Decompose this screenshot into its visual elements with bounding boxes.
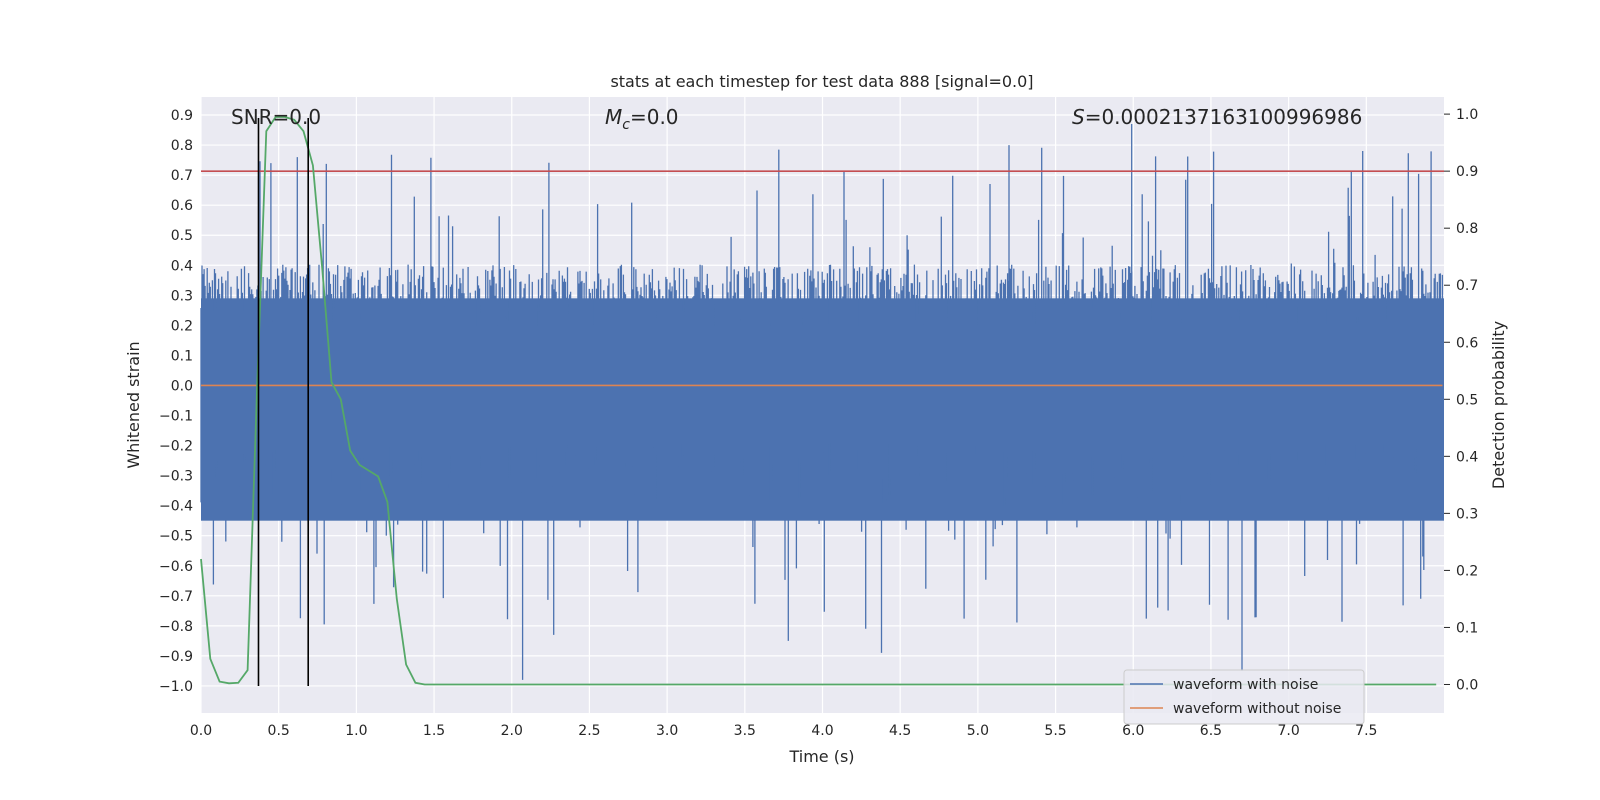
- y-tick-label-left: −0.4: [159, 499, 193, 515]
- s-value: =0.0002137163100996986: [1085, 105, 1363, 129]
- y-tick-label-left: −0.6: [159, 559, 193, 575]
- x-tick-label: 1.5: [423, 723, 445, 739]
- y-tick-label-left: 0.1: [171, 348, 193, 364]
- y-tick-label-right: 0.1: [1456, 620, 1478, 636]
- mc-symbol: M: [605, 105, 622, 129]
- y-tick-label-left: −0.1: [159, 409, 193, 425]
- ticks: 0.0 0.5 1.0 1.5 2.0 2.5 3.0 3.5 4.0 4.5 5.0 5.5 6.0 6…: [159, 107, 1478, 739]
- y-tick-label-left: 0.3: [171, 288, 193, 304]
- x-tick-label: 5.5: [1044, 723, 1066, 739]
- x-tick-label: 2.0: [501, 723, 523, 739]
- y-tick-label-left: −0.8: [159, 619, 193, 635]
- y-tick-label-left: 0.4: [171, 258, 193, 274]
- noise-trace: [200, 124, 1444, 680]
- mc-subscript: c: [622, 117, 630, 133]
- y-axis-label-right: Detection probability: [1489, 321, 1508, 489]
- x-axis-label: Time (s): [788, 747, 854, 766]
- x-tick-label: 5.0: [967, 723, 989, 739]
- vertical-markers: [257, 118, 310, 686]
- x-tick-label: 2.5: [578, 723, 600, 739]
- y-tick-label-left: −0.7: [159, 589, 193, 605]
- legend: waveform with noise waveform without noi…: [1123, 669, 1365, 725]
- y-tick-label-left: 0.7: [171, 168, 193, 184]
- annotation-s: S=0.0002137163100996986: [1072, 105, 1362, 129]
- y-tick-label-right: 0.6: [1456, 335, 1478, 351]
- y-tick-label-right: 0.2: [1456, 563, 1478, 579]
- x-tick-label: 7.0: [1277, 723, 1299, 739]
- probability-trace: [200, 116, 1437, 686]
- series-detection-probability: [200, 116, 1437, 686]
- legend-box: [1123, 669, 1365, 725]
- legend-label-clean: waveform without noise: [1173, 701, 1341, 717]
- x-tick-label: 7.5: [1355, 723, 1377, 739]
- x-tick-label: 1.0: [345, 723, 367, 739]
- y-tick-label-right: 0.5: [1456, 392, 1478, 408]
- x-tick-label: 3.0: [656, 723, 678, 739]
- x-tick-label: 4.0: [811, 723, 833, 739]
- x-tick-label: 0.5: [268, 723, 290, 739]
- mc-value: =0.0: [630, 105, 679, 129]
- y-tick-label-left: 0.2: [171, 318, 193, 334]
- y-tick-label-left: 0.5: [171, 228, 193, 244]
- y-tick-label-right: 0.0: [1456, 677, 1478, 693]
- y-tick-label-left: −0.9: [159, 649, 193, 665]
- annotation-chirp-mass: Mc=0.0: [605, 105, 679, 133]
- x-tick-label: 0.0: [190, 723, 212, 739]
- y-tick-label-right: 0.7: [1456, 278, 1478, 294]
- y-tick-label-right: 1.0: [1456, 107, 1478, 123]
- y-tick-label-left: −0.5: [159, 529, 193, 545]
- x-tick-label: 6.0: [1122, 723, 1144, 739]
- x-tick-label: 4.5: [889, 723, 911, 739]
- y-tick-label-right: 0.9: [1456, 164, 1478, 180]
- x-tick-label: 3.5: [734, 723, 756, 739]
- y-tick-label-left: −0.2: [159, 439, 193, 455]
- legend-label-noise: waveform with noise: [1173, 677, 1318, 693]
- series-waveform-with-noise: [200, 124, 1444, 680]
- y-tick-label-left: −0.3: [159, 469, 193, 485]
- y-tick-label-right: 0.4: [1456, 449, 1478, 465]
- annotation-snr: SNR=0.0: [231, 105, 321, 129]
- chart-title: stats at each timestep for test data 888…: [610, 72, 1033, 91]
- s-symbol: S: [1072, 105, 1085, 129]
- y-axis-label-left: Whitened strain: [124, 341, 143, 468]
- y-tick-label-left: 0.8: [171, 138, 193, 154]
- y-tick-label-left: 0.0: [171, 378, 193, 394]
- y-tick-label-right: 0.3: [1456, 506, 1478, 522]
- y-tick-label-left: 0.6: [171, 198, 193, 214]
- y-tick-label-right: 0.8: [1456, 221, 1478, 237]
- series-waveform-without-noise: [201, 170, 1444, 387]
- y-tick-label-left: 0.9: [171, 108, 193, 124]
- y-tick-label-left: −1.0: [159, 679, 193, 695]
- x-tick-label: 6.5: [1200, 723, 1222, 739]
